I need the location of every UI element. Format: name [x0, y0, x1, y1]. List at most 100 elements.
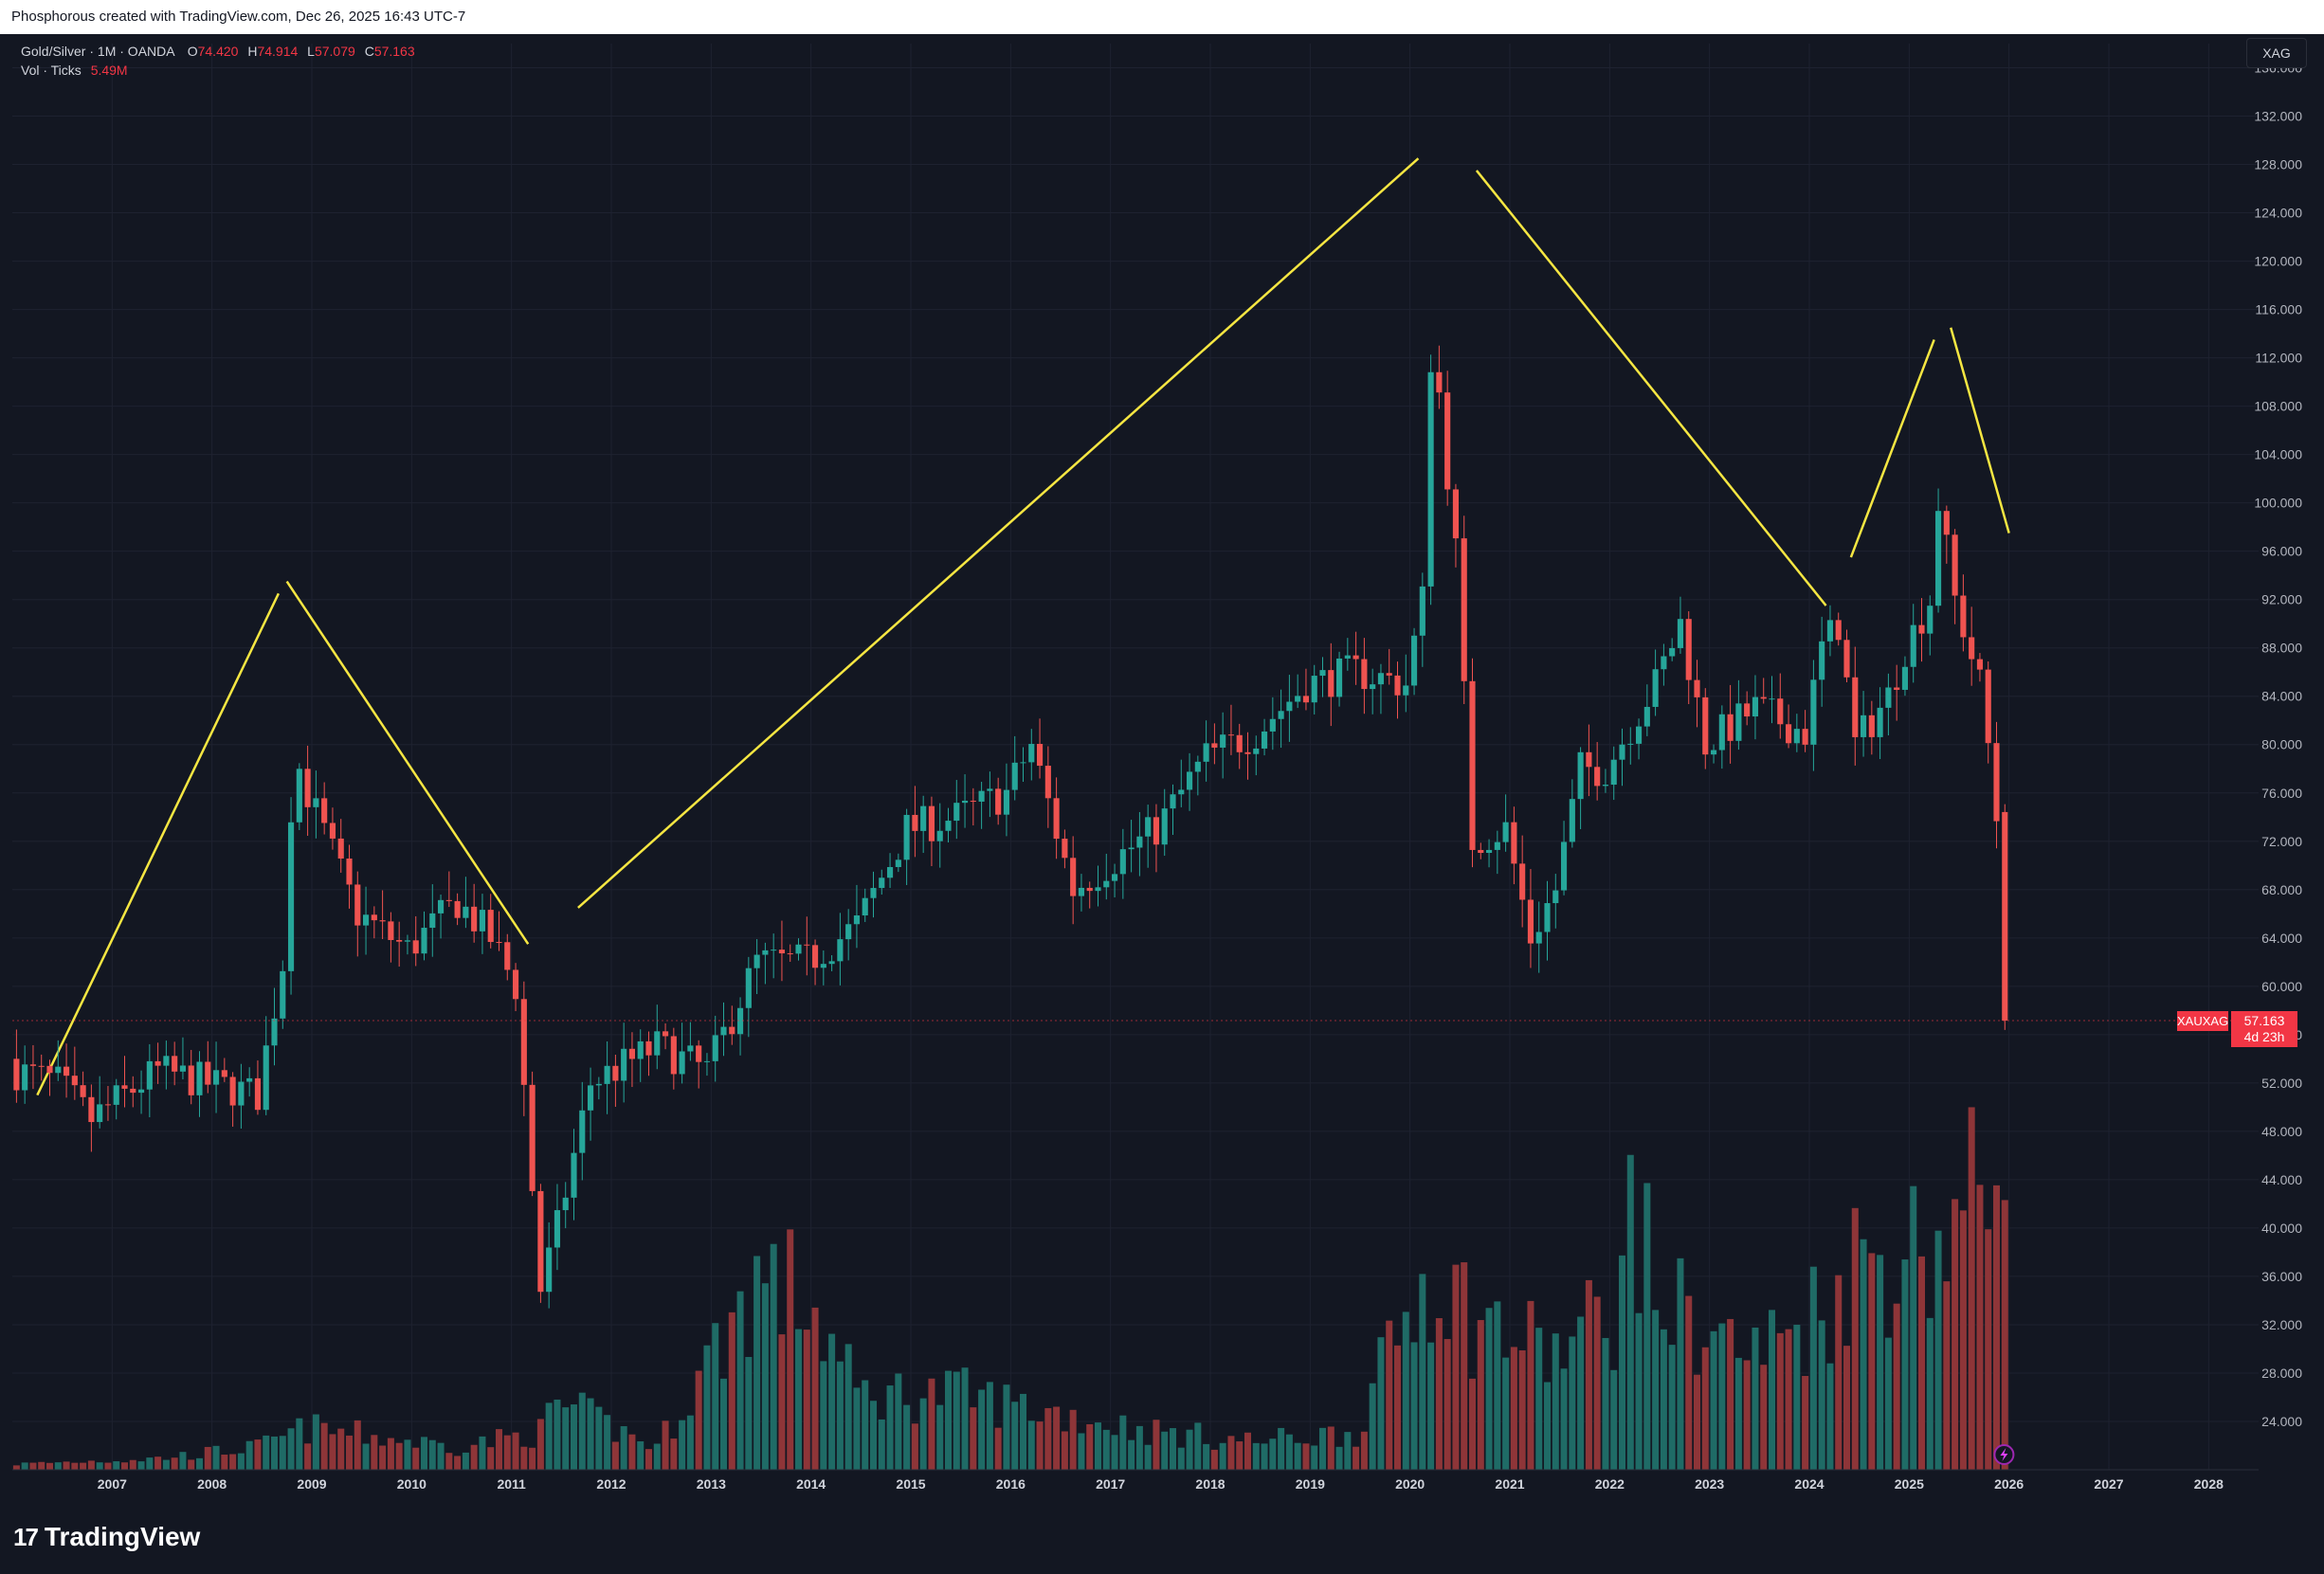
candle — [1044, 746, 1051, 828]
volume-bar — [919, 1398, 927, 1470]
candle — [263, 1016, 269, 1115]
volume-bar — [12, 1465, 20, 1470]
volume-bar — [878, 1419, 885, 1470]
symbol-scale-button[interactable]: XAG — [2246, 38, 2307, 68]
candle — [1319, 657, 1326, 697]
volume-bar — [1701, 1347, 1709, 1470]
volume-bar — [1278, 1427, 1285, 1470]
volume-bar — [395, 1442, 403, 1470]
chart-frame[interactable]: 24.000 28.000 32.000 36.000 40.000 44.000 48.0… — [12, 34, 2312, 1501]
candle — [1086, 881, 1093, 909]
candle — [1211, 723, 1218, 765]
legend-h-label: H — [247, 44, 258, 59]
volume-bar — [420, 1437, 428, 1470]
candle — [1677, 596, 1684, 654]
volume-bar — [1760, 1365, 1768, 1470]
candle — [795, 938, 802, 961]
candle — [1969, 606, 1975, 686]
chart-svg[interactable]: 24.000 28.000 32.000 36.000 40.000 44.000 48.0… — [12, 34, 2312, 1501]
volume-bar — [379, 1445, 387, 1470]
volume-bar — [886, 1385, 894, 1470]
candle — [1461, 516, 1467, 705]
candle — [762, 942, 769, 985]
volume-bar — [1135, 1425, 1143, 1470]
candle — [1819, 616, 1825, 707]
volume-bar — [787, 1229, 794, 1470]
volume-bar — [1893, 1303, 1900, 1470]
candle — [429, 884, 436, 957]
candle — [1020, 747, 1026, 783]
candle — [1868, 700, 1875, 755]
volume-bar — [1502, 1357, 1510, 1470]
volume-bar — [1369, 1383, 1376, 1470]
volume-bar — [1485, 1308, 1493, 1470]
volume-bar — [437, 1442, 445, 1470]
legend-vol-label: Vol · Ticks — [21, 63, 82, 78]
y-tick-label: 36.000 — [2261, 1269, 2302, 1284]
candle — [221, 1058, 227, 1082]
volume-bar — [1843, 1346, 1851, 1470]
candle — [828, 955, 835, 971]
candle — [1386, 648, 1392, 685]
alert-lightning-icon[interactable] — [1993, 1444, 2015, 1465]
y-tick-label: 48.000 — [2261, 1124, 2302, 1139]
volume-bar — [911, 1423, 918, 1470]
volume-bar — [1252, 1442, 1260, 1470]
volume-bar — [794, 1329, 803, 1470]
candle — [1877, 687, 1883, 760]
volume-bar — [320, 1422, 328, 1470]
volume-bar — [1527, 1300, 1534, 1470]
volume-bar — [1461, 1262, 1468, 1470]
volume-bar — [1677, 1257, 1684, 1470]
candle — [771, 933, 777, 979]
volume-bar — [38, 1461, 45, 1470]
volume-bar — [1643, 1183, 1651, 1470]
trendline — [577, 157, 1420, 909]
trendline — [1475, 170, 1827, 606]
candle — [546, 1221, 553, 1309]
volume-bar — [129, 1459, 136, 1470]
candle — [1410, 627, 1418, 696]
candle — [1635, 718, 1643, 760]
volume-bar — [1934, 1230, 1942, 1470]
volume-bar — [229, 1454, 237, 1470]
y-tick-label: 72.000 — [2261, 834, 2302, 849]
candle — [1793, 714, 1800, 752]
candle — [88, 1084, 95, 1152]
volume-bar — [387, 1438, 394, 1470]
candle — [1070, 836, 1077, 925]
volume-bar — [778, 1334, 786, 1470]
candle — [1511, 806, 1517, 885]
volume-bar — [1036, 1421, 1044, 1470]
volume-bar — [1386, 1320, 1393, 1470]
volume-bar — [728, 1312, 735, 1470]
volume-bar — [104, 1462, 112, 1470]
volume-bar — [80, 1462, 87, 1470]
candle — [212, 1041, 220, 1113]
candle — [1136, 811, 1143, 877]
volume-bar — [1327, 1426, 1334, 1470]
volume-bar — [520, 1446, 528, 1470]
candle — [1885, 673, 1892, 735]
volume-bar — [1952, 1199, 1959, 1470]
candle — [1702, 688, 1709, 769]
x-tick-label: 2024 — [1794, 1476, 1824, 1492]
candle — [1111, 863, 1118, 898]
volume-bar — [1053, 1406, 1061, 1470]
volume-bar — [428, 1439, 436, 1470]
x-tick-label: 2019 — [1296, 1476, 1325, 1492]
volume-bar — [1244, 1432, 1252, 1470]
candle — [1011, 735, 1018, 801]
candle — [679, 1022, 685, 1084]
candle — [961, 774, 969, 828]
candle — [287, 797, 295, 995]
candle — [1918, 598, 1925, 662]
volume-bar — [1111, 1435, 1118, 1470]
tradingview-logo[interactable]: 17 TradingView — [13, 1520, 200, 1554]
y-tick-label: 120.000 — [2254, 254, 2302, 269]
candle — [1253, 735, 1260, 776]
volume-bar — [1294, 1442, 1301, 1470]
x-tick-label: 2008 — [197, 1476, 227, 1492]
candle — [38, 1054, 45, 1081]
candle — [1103, 853, 1110, 900]
